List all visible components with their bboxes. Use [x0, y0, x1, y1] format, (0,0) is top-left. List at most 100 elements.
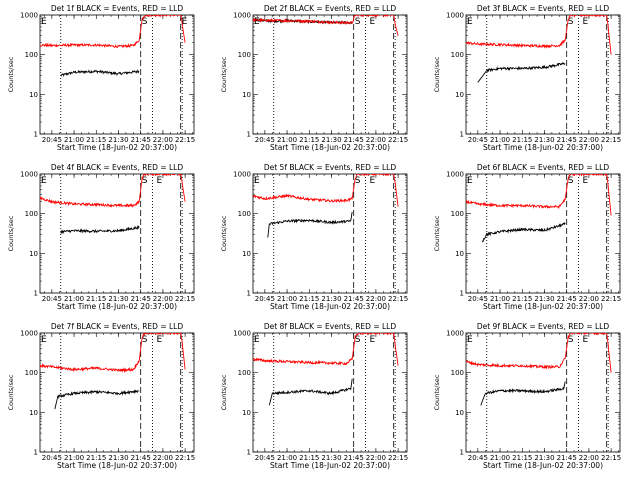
- y-tick-label: 100: [451, 51, 464, 59]
- marker-e: E: [41, 335, 47, 345]
- x-tick-label: 22:00: [579, 454, 599, 462]
- marker-s: S: [142, 17, 148, 27]
- y-tick-label: 1000: [20, 171, 38, 179]
- y-axis-label: Counts/sec: [7, 56, 15, 92]
- lld-series-line: [40, 333, 186, 373]
- y-tick-label: 10: [242, 91, 251, 99]
- x-axis-label: Start Time (18-Jun-02 20:37:00): [483, 143, 603, 152]
- y-axis-label: Counts/sec: [220, 215, 228, 251]
- x-tick-label: 22:00: [366, 295, 386, 303]
- x-tick-label: 20:45: [468, 295, 488, 303]
- x-tick-label: 21:45: [344, 136, 364, 144]
- x-axis-label: Start Time (18-Jun-02 20:37:00): [57, 143, 177, 152]
- x-tick-label: 21:00: [490, 136, 510, 144]
- y-axis-label: Counts/sec: [7, 374, 15, 410]
- marker-s: S: [568, 17, 574, 27]
- lld-series-line: [466, 333, 612, 373]
- x-tick-label: 21:15: [512, 295, 532, 303]
- x-tick-label: 21:15: [299, 295, 319, 303]
- x-tick-label: 22:15: [388, 454, 408, 462]
- x-tick-label: 21:30: [321, 295, 341, 303]
- panel-title: Det 9f BLACK = Events, RED = LLD: [477, 322, 610, 331]
- x-tick-label: 21:45: [344, 454, 364, 462]
- panel-title: Det 7f BLACK = Events, RED = LLD: [51, 322, 184, 331]
- x-tick-label: 20:45: [42, 136, 62, 144]
- panel-det-2: Det 2f BLACK = Events, RED = LLD 1 10 100 10…: [220, 4, 408, 152]
- y-axis-label: Counts/sec: [433, 215, 441, 251]
- plot-frame: [39, 332, 195, 453]
- x-tick-label: 21:15: [512, 454, 532, 462]
- x-tick-label: 21:15: [512, 136, 532, 144]
- x-tick-label: 21:00: [490, 295, 510, 303]
- y-axis-label: Counts/sec: [220, 374, 228, 410]
- lld-series-line: [253, 174, 399, 207]
- y-tick-label: 1: [460, 449, 464, 457]
- y-tick-label: 1000: [446, 330, 464, 338]
- marker-e: E: [467, 17, 473, 27]
- marker-s: S: [568, 176, 574, 186]
- marker-e: E: [41, 17, 47, 27]
- plot-frame: [252, 332, 408, 453]
- x-tick-label: 21:45: [557, 295, 577, 303]
- y-tick-label: 100: [238, 369, 251, 377]
- marker-s: S: [355, 17, 361, 27]
- y-tick-label: 100: [451, 210, 464, 218]
- plot-frame: [465, 14, 621, 135]
- y-tick-label: 10: [242, 250, 251, 258]
- x-tick-label: 22:15: [175, 136, 195, 144]
- panel-det-9: Det 9f BLACK = Events, RED = LLD 1 10 100 10…: [433, 322, 621, 470]
- x-tick-label: 22:00: [579, 136, 599, 144]
- marker-e: E: [182, 17, 188, 27]
- panel-det-1: Det 1f BLACK = Events, RED = LLD 1 10 100 10…: [7, 4, 195, 152]
- x-tick-label: 20:45: [255, 454, 275, 462]
- x-tick-label: 20:45: [255, 295, 275, 303]
- lld-series-line: [466, 15, 612, 55]
- marker-e: E: [467, 176, 473, 186]
- plot-frame: [465, 332, 621, 453]
- y-tick-label: 10: [29, 91, 38, 99]
- panel-title: Det 4f BLACK = Events, RED = LLD: [51, 163, 184, 172]
- x-tick-label: 22:00: [366, 136, 386, 144]
- lld-series-line: [466, 174, 612, 216]
- marker-s: S: [142, 176, 148, 186]
- x-tick-label: 21:45: [344, 295, 364, 303]
- panel-det-5: Det 5f BLACK = Events, RED = LLD 1 10 100 10…: [220, 163, 408, 311]
- x-tick-label: 22:15: [601, 136, 621, 144]
- y-tick-label: 100: [238, 210, 251, 218]
- events-series-line: [477, 62, 566, 83]
- lld-series-line: [40, 174, 186, 208]
- panel-title: Det 6f BLACK = Events, RED = LLD: [477, 163, 610, 172]
- x-tick-label: 21:15: [299, 136, 319, 144]
- x-tick-label: 21:45: [131, 295, 151, 303]
- x-axis-label: Start Time (18-Jun-02 20:37:00): [483, 302, 603, 311]
- x-axis-label: Start Time (18-Jun-02 20:37:00): [57, 461, 177, 470]
- panel-title: Det 1f BLACK = Events, RED = LLD: [51, 4, 184, 13]
- y-tick-label: 1000: [233, 12, 251, 20]
- events-series-line: [480, 381, 566, 406]
- plot-frame: [252, 14, 408, 135]
- marker-e: E: [254, 176, 260, 186]
- marker-e: E: [583, 335, 589, 345]
- y-tick-label: 1000: [446, 12, 464, 20]
- x-tick-label: 21:45: [131, 136, 151, 144]
- marker-e: E: [157, 176, 163, 186]
- marker-s: S: [142, 335, 148, 345]
- x-tick-label: 21:30: [108, 136, 128, 144]
- marker-e: E: [467, 335, 473, 345]
- x-tick-label: 21:30: [534, 295, 554, 303]
- x-tick-label: 21:15: [86, 136, 106, 144]
- events-series-line: [268, 378, 353, 406]
- x-tick-label: 21:00: [277, 136, 297, 144]
- panel-title: Det 5f BLACK = Events, RED = LLD: [264, 163, 397, 172]
- x-tick-label: 22:00: [366, 454, 386, 462]
- marker-e: E: [370, 335, 376, 345]
- lld-series-line: [253, 15, 399, 36]
- x-tick-label: 22:00: [153, 454, 173, 462]
- x-tick-label: 21:45: [557, 454, 577, 462]
- events-series-line: [481, 221, 566, 243]
- marker-e: E: [254, 17, 260, 27]
- x-tick-label: 21:00: [490, 454, 510, 462]
- y-tick-label: 1: [460, 131, 464, 139]
- x-tick-label: 22:15: [388, 136, 408, 144]
- y-axis-label: Counts/sec: [433, 56, 441, 92]
